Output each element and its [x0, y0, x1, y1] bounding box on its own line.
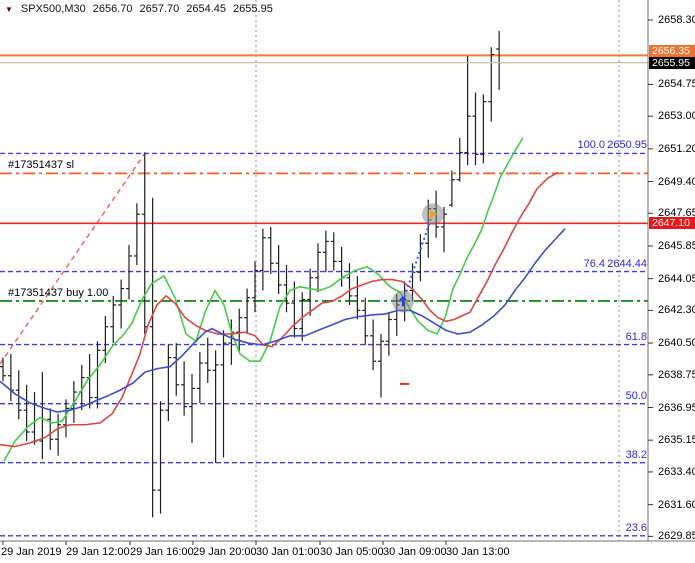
sell-tick-marker: [400, 382, 409, 385]
ohlc-high-value: 2657.70: [139, 3, 180, 15]
buy-order-label[interactable]: #17351437 buy 1.00: [8, 287, 109, 299]
price-label-current: 2655.95: [649, 57, 695, 69]
trendline-blue-dotted[interactable]: [402, 212, 434, 302]
ohlc-low-value: 2654.45: [186, 3, 227, 15]
ma-green-fast: [3, 137, 524, 462]
ma-blue-slow: [0, 228, 566, 413]
price-label-alert-orange: 2656.35: [649, 45, 695, 57]
ohlc-open-value: 2656.70: [92, 3, 133, 15]
price-label-alert-red: 2647.10: [649, 217, 695, 229]
stop-loss-order-label[interactable]: #17351437 sl: [8, 159, 75, 171]
price-pointer-icon: [430, 210, 437, 219]
trendline-red-dashed[interactable]: [0, 151, 147, 365]
buy-entry-arrow-icon: [399, 295, 407, 307]
ohlc-close-value: 2655.95: [233, 3, 273, 15]
symbol-period-label: SPX500,M30: [20, 3, 86, 15]
chart-symbol-title: ▼ SPX500,M30 2656.70 2657.70 2654.45 265…: [5, 3, 273, 15]
symbol-dropdown-icon[interactable]: ▼: [5, 4, 13, 14]
ma-red-mid: [0, 171, 559, 448]
